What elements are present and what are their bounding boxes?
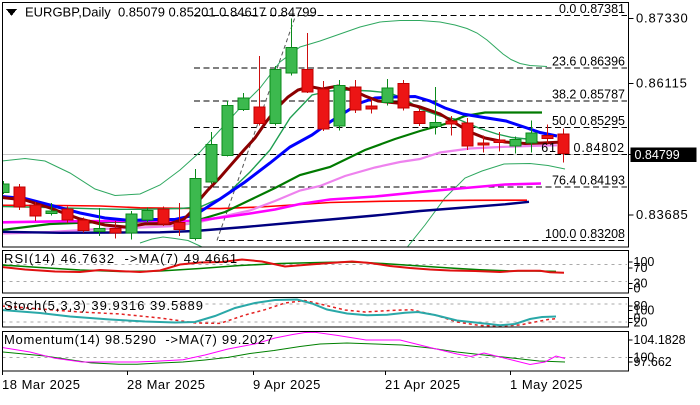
svg-text:0.84799: 0.84799 — [635, 148, 680, 162]
svg-text:100.0 0.83208: 100.0 0.83208 — [545, 227, 625, 241]
svg-text:23.6 0.86396: 23.6 0.86396 — [552, 55, 625, 69]
svg-text:0.0 0.87381: 0.0 0.87381 — [559, 2, 625, 16]
svg-text:100: 100 — [634, 304, 655, 318]
svg-text:50.0 0.85295: 50.0 0.85295 — [552, 114, 625, 128]
svg-text:20: 20 — [634, 316, 648, 330]
svg-text:0.87330: 0.87330 — [636, 10, 689, 25]
svg-text:38.2 0.85787: 38.2 0.85787 — [552, 88, 625, 102]
svg-text:9 Apr 2025: 9 Apr 2025 — [253, 377, 321, 392]
svg-text:EURGBP,Daily 0.85079 0.85201: EURGBP,Daily 0.85079 0.85201 0.84617 0.8… — [25, 5, 317, 20]
svg-text:30: 30 — [634, 277, 648, 291]
svg-text:76.4 0.84193: 76.4 0.84193 — [552, 174, 625, 188]
svg-text:97.662: 97.662 — [634, 355, 672, 369]
svg-text:0: 0 — [634, 312, 641, 326]
svg-text:21 Apr 2025: 21 Apr 2025 — [385, 377, 461, 392]
svg-text:104.1828: 104.1828 — [634, 333, 686, 347]
svg-text:61.8 0.84802: 61.8 0.84802 — [541, 141, 625, 155]
svg-text:0.83685: 0.83685 — [636, 207, 689, 222]
svg-text:1 May 2025: 1 May 2025 — [510, 377, 583, 392]
svg-text:80: 80 — [634, 299, 648, 313]
svg-text:100: 100 — [634, 351, 655, 365]
svg-text:18 Mar 2025: 18 Mar 2025 — [2, 377, 81, 392]
svg-text:70: 70 — [634, 261, 648, 275]
svg-text:RSI(14) 46.7632 ->MA(7) 49.46: RSI(14) 46.7632 ->MA(7) 49.4661 — [4, 251, 238, 266]
svg-text:0.86115: 0.86115 — [636, 76, 688, 91]
svg-text:Stoch(5,3,3) 39.9316 39.5889: Stoch(5,3,3) 39.9316 39.5889 — [4, 298, 204, 313]
svg-text:Momentum(14) 98.5290 ->MA(7): Momentum(14) 98.5290 ->MA(7) 99.2027 — [4, 332, 274, 347]
svg-text:100: 100 — [634, 255, 655, 269]
svg-text:28 Mar 2025: 28 Mar 2025 — [127, 377, 206, 392]
svg-text:0: 0 — [634, 282, 641, 296]
